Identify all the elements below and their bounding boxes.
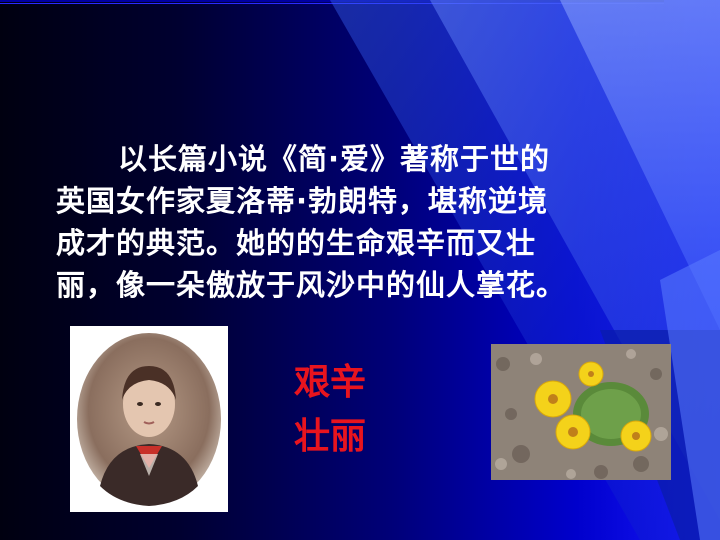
body-line-1: 以长篇小说《简·爱》著称于世的	[118, 142, 551, 176]
body-line-4: 丽，像一朵傲放于风沙中的仙人掌花。	[56, 268, 567, 302]
body-line-3: 成才的典范。她的的生命艰辛而又壮	[56, 226, 537, 260]
keyword-1: 艰辛	[294, 362, 367, 403]
keywords: 艰辛 壮丽	[294, 356, 366, 464]
body-line-2: 英国女作家夏洛蒂·勃朗特，堪称逆境	[56, 184, 549, 218]
body-paragraph: 以长篇小说《简·爱》著称于世的 英国女作家夏洛蒂·勃朗特，堪称逆境 成才的典范。…	[56, 138, 656, 306]
portrait-image	[70, 326, 228, 512]
flower-icon	[491, 344, 671, 480]
flower-image	[491, 344, 671, 480]
portrait-icon	[77, 333, 221, 506]
top-rule-highlight	[0, 3, 664, 4]
keyword-2: 壮丽	[294, 416, 367, 457]
